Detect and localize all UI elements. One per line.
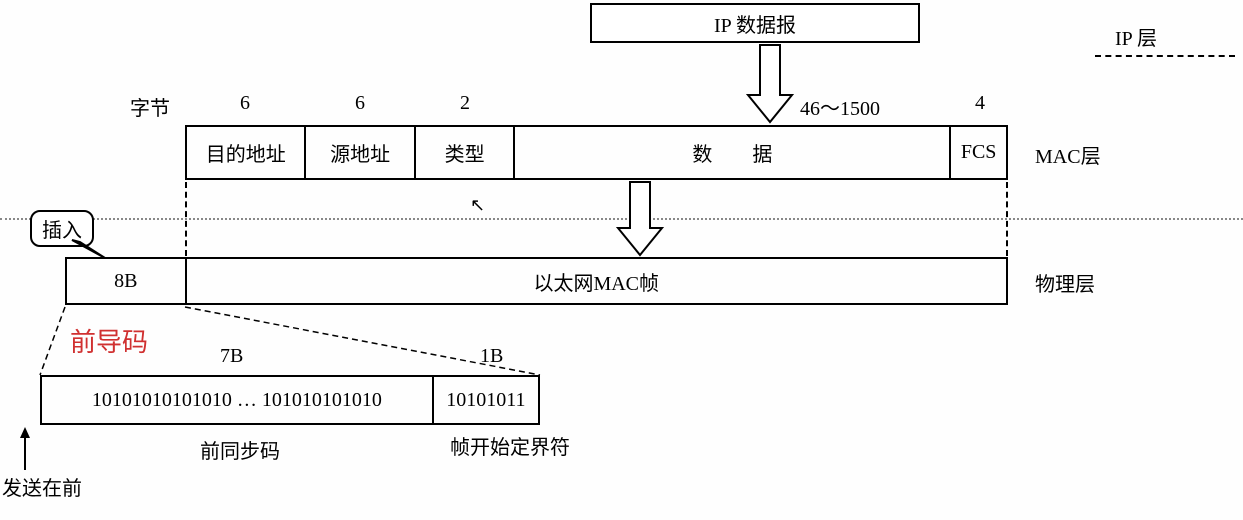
phy-layer-label: 物理层 bbox=[1035, 268, 1095, 297]
preamble-fanout-lines bbox=[0, 0, 700, 500]
preamble-sync-cell: 10101010101010 … 101010101010 bbox=[42, 377, 434, 423]
send-first-arrow bbox=[0, 0, 100, 520]
preamble-sfd-bottom: 帧开始定界符 bbox=[450, 435, 540, 461]
preamble-7b-label: 7B bbox=[220, 345, 243, 368]
preamble-1b-label: 1B bbox=[480, 345, 503, 368]
send-first-label: 发送在前 bbox=[2, 472, 82, 501]
preamble-sfd-cell: 10101011 bbox=[434, 377, 538, 423]
preamble-row: 10101010101010 … 101010101010 10101011 bbox=[40, 375, 540, 425]
preamble-sync-bottom: 前同步码 bbox=[200, 435, 280, 464]
preamble-sfd-content: 10101011 bbox=[446, 389, 525, 412]
preamble-sync-content: 10101010101010 … 101010101010 bbox=[92, 389, 382, 412]
